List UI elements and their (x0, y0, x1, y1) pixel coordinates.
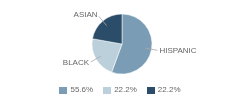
svg-text:ASIAN: ASIAN (74, 10, 98, 19)
svg-text:HISPANIC: HISPANIC (159, 46, 196, 55)
svg-text:BLACK: BLACK (63, 58, 90, 67)
html-text:55.6%: 55.6% (70, 85, 94, 94)
html-text:22.2%: 22.2% (114, 85, 137, 94)
html-text:22.2%: 22.2% (157, 85, 181, 94)
